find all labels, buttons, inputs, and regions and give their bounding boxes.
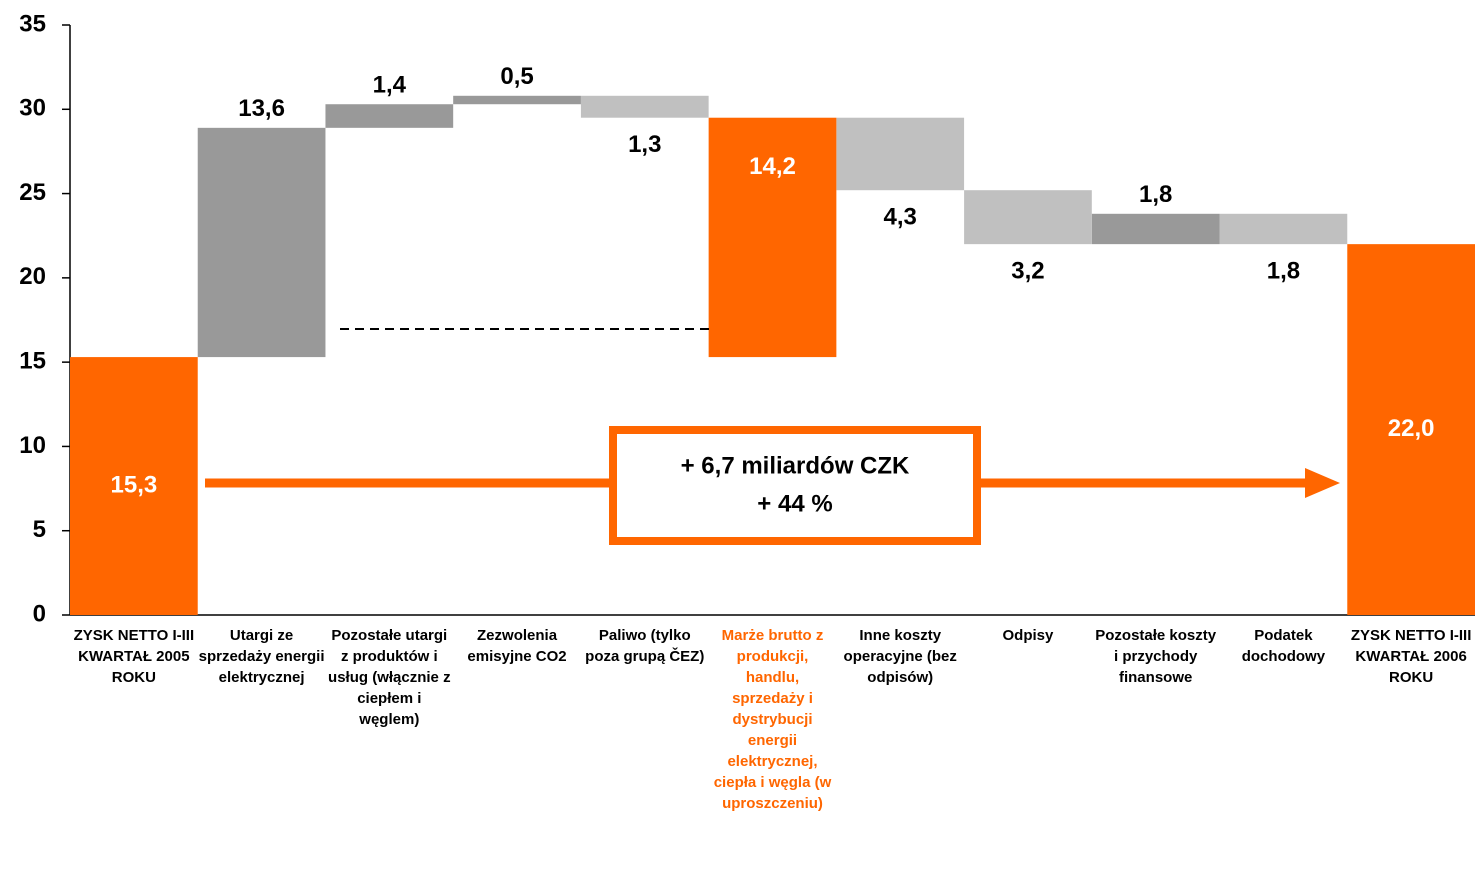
value-label: 13,6 (238, 95, 285, 122)
y-tick-label: 0 (33, 600, 46, 627)
value-label: 3,2 (1011, 257, 1044, 284)
y-tick-label: 10 (19, 432, 46, 459)
x-tick-label: ZYSK NETTO I-III KWARTAŁ 2006 ROKU (1350, 627, 1472, 686)
x-tick-label: Paliwo (tylko poza grupą ČEZ) (585, 627, 705, 665)
bar (836, 117, 965, 191)
y-tick-label: 25 (19, 179, 46, 206)
x-tick-label: Odpisy (1002, 627, 1054, 644)
value-label: 1,3 (628, 131, 661, 158)
bar (70, 357, 198, 615)
x-tick-label: Zezwolenia emisyjne CO2 (467, 627, 567, 665)
y-tick-label: 30 (19, 95, 46, 122)
value-label: 14,2 (749, 153, 796, 180)
value-label: 0,5 (500, 63, 533, 90)
value-label: 22,0 (1388, 415, 1435, 442)
x-tick-label: Marże brutto z produkcji, handlu, sprzed… (713, 627, 832, 812)
y-tick-label: 15 (19, 347, 46, 374)
annotation-text: + 44 % (757, 490, 832, 517)
bar (1347, 244, 1475, 615)
value-label: 15,3 (111, 471, 158, 498)
x-tick-label: ZYSK NETTO I-III KWARTAŁ 2005 ROKU (73, 627, 195, 686)
bar (708, 117, 837, 358)
bar (964, 190, 1092, 245)
bar (325, 104, 454, 128)
y-tick-label: 20 (19, 263, 46, 290)
y-tick-label: 5 (33, 516, 46, 543)
bar (580, 95, 709, 118)
x-tick-label: Podatek dochodowy (1241, 627, 1326, 665)
x-tick-label: Pozostałe koszty i przychody finansowe (1095, 627, 1217, 686)
annotation-text: + 6,7 miliardów CZK (681, 452, 910, 479)
bar (1091, 213, 1220, 245)
value-label: 4,3 (884, 204, 917, 231)
value-label: 1,8 (1139, 181, 1172, 208)
bar (453, 95, 581, 105)
x-tick-label: Pozostałe utargi z produktów i usług (wł… (328, 627, 451, 728)
value-label: 1,4 (373, 72, 407, 99)
bar (197, 127, 326, 358)
y-tick-label: 35 (19, 10, 46, 37)
value-label: 1,8 (1267, 257, 1300, 284)
bar (1219, 213, 1348, 245)
arrow-head (1305, 468, 1340, 498)
x-tick-label: Utargi ze sprzedaży energii elektrycznej (198, 627, 325, 686)
annotation-box (609, 426, 981, 545)
x-tick-label: Inne koszty operacyjne (bez odpisów) (843, 627, 957, 686)
